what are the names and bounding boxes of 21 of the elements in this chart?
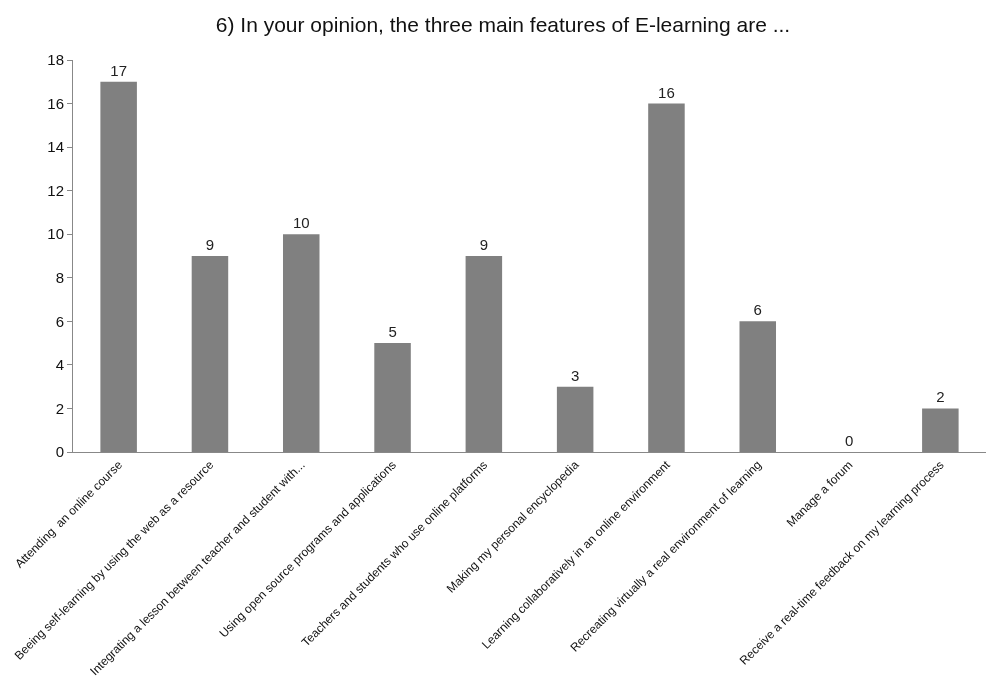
y-tick-label: 6 [55,312,64,330]
data-label: 6 [753,301,762,319]
data-label: 9 [205,236,215,253]
y-tick-label: 0 [55,443,64,461]
y-tick-label: 18 [47,51,64,69]
data-label: 0 [844,432,854,449]
y-tick-label: 12 [47,181,64,199]
data-label: 17 [110,61,127,79]
data-label: 9 [479,236,489,253]
y-tick-label: 4 [55,356,64,374]
y-tick-label: 2 [55,399,64,417]
data-label: 5 [388,323,397,341]
y-tick-label: 10 [47,225,64,243]
data-label: 10 [292,214,310,232]
y-tick-label: 8 [55,269,64,287]
data-label: 3 [570,366,580,384]
data-label: 16 [658,83,675,101]
data-label: 2 [936,388,945,406]
y-tick-label: 14 [47,138,64,156]
y-tick-label: 16 [47,94,64,112]
chart-title: 6) In your opinion, the three main features of E-learning are ... [215,12,791,36]
